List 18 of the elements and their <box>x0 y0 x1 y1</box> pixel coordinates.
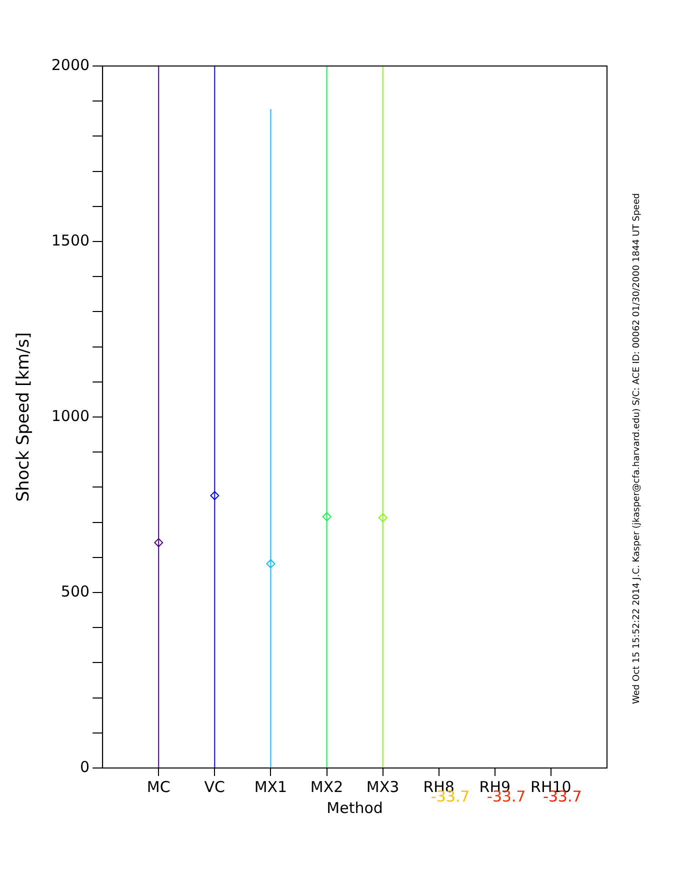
x-tick-label: MX3 <box>366 778 400 796</box>
x-tick-label: VC <box>204 778 226 796</box>
y-tick-label: 0 <box>80 758 90 776</box>
x-tick-label: MC <box>146 778 170 796</box>
x-tick-label: MX1 <box>254 778 288 796</box>
x-axis-title: Method <box>326 798 383 817</box>
x-tick-label: MX2 <box>310 778 344 796</box>
point <box>154 538 164 548</box>
point <box>322 512 332 522</box>
y-tick-label: 1500 <box>51 231 90 250</box>
y-axis-title: Shock Speed [km/s] <box>14 332 34 502</box>
point <box>266 559 276 568</box>
point <box>378 513 388 522</box>
y-tick-label: 1000 <box>51 406 90 425</box>
y-tick-label: 2000 <box>51 56 90 74</box>
point <box>210 491 220 500</box>
text: Wed Oct 15 15:52:22 2014 J.C. Kasper (jkasper@cfa.harvard.edu) S/C: ACE ID: 00062 01/30/2000 1844 UT Speed <box>632 193 642 704</box>
y-tick-label: 500 <box>60 582 90 600</box>
